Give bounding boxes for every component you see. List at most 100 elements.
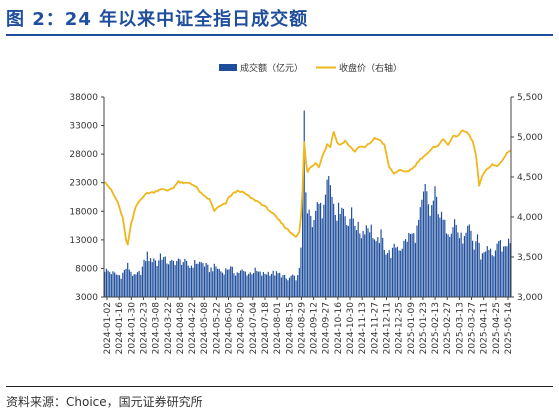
left-tick-label: 3000 <box>75 293 98 303</box>
volume-bar <box>156 266 158 297</box>
volume-bar <box>372 238 374 297</box>
volume-bar <box>315 210 317 297</box>
volume-bar <box>252 272 255 297</box>
volume-bar <box>504 246 506 297</box>
x-tick-label: 2024-09-12 <box>310 302 320 354</box>
volume-bar <box>409 234 412 297</box>
volume-bar <box>181 264 183 297</box>
volume-bar <box>148 260 150 297</box>
volume-bar <box>164 256 166 297</box>
volume-bar <box>344 216 346 297</box>
volume-bar <box>390 257 392 297</box>
volume-bar <box>202 263 204 297</box>
volume-bar <box>228 269 230 297</box>
volume-bar <box>151 262 153 297</box>
volume-bar <box>225 268 227 297</box>
volume-bar <box>352 218 354 297</box>
x-axis-ticks: 2024-01-02 2024-01-16 2024-01-30 2024-02-23… <box>103 297 514 354</box>
volume-bar <box>118 275 121 297</box>
volume-bar <box>370 224 372 297</box>
volume-bar <box>285 278 287 297</box>
volume-bar <box>432 200 434 297</box>
volume-bar <box>418 219 420 297</box>
volume-bar <box>472 240 474 297</box>
close-price-line <box>104 129 511 246</box>
volume-bar <box>280 277 282 297</box>
volume-bar <box>439 217 441 297</box>
x-tick-label: 2024-01-02 <box>103 302 113 354</box>
volume-bar <box>476 234 479 297</box>
volume-bar <box>455 224 457 297</box>
volume-bar <box>333 203 335 297</box>
left-axis-ticks: 3000 8000 13000 18000 23000 28000 33000 38000 <box>69 93 104 303</box>
x-tick-label: 2025-01-23 <box>419 302 429 354</box>
x-tick-label: 2024-04-08 <box>176 302 186 355</box>
volume-bar <box>447 234 449 297</box>
volume-bar <box>277 273 279 297</box>
x-tick-label: 2024-01-16 <box>115 302 125 355</box>
volume-bar <box>491 255 493 297</box>
volume-bar <box>452 227 454 297</box>
volume-bar <box>489 248 492 297</box>
volume-bar <box>169 260 171 297</box>
volume-bar <box>449 237 451 297</box>
volume-bar <box>257 271 260 297</box>
volume-bar <box>450 233 452 297</box>
x-tick-label: 2024-10-16 <box>334 302 344 355</box>
volume-bar <box>509 243 511 297</box>
volume-bar <box>460 232 462 297</box>
volume-bar <box>130 271 132 297</box>
volume-bar <box>414 242 416 297</box>
volume-bar <box>436 196 438 297</box>
volume-bar <box>297 275 299 297</box>
x-tick-label: 2025-04-11 <box>480 302 490 354</box>
x-tick-label: 2025-02-27 <box>443 302 453 354</box>
volume-bar <box>110 274 112 297</box>
volume-bar <box>293 275 296 297</box>
right-tick-label: 4,500 <box>517 173 543 183</box>
volume-bar <box>369 232 371 297</box>
volume-bar <box>422 191 425 297</box>
volume-bar <box>395 247 397 297</box>
volume-bar <box>354 225 356 297</box>
volume-bar <box>203 266 206 297</box>
volume-bar <box>442 219 444 297</box>
volume-bar <box>404 239 407 297</box>
volume-bar <box>154 260 157 297</box>
volume-bar <box>400 250 402 297</box>
volume-bar <box>223 274 225 297</box>
volume-bar <box>413 233 415 297</box>
volume-bar <box>269 275 271 297</box>
volume-bar <box>132 275 134 297</box>
volume-bar <box>429 215 431 297</box>
volume-bar <box>274 275 276 297</box>
volume-bar <box>328 175 330 297</box>
volume-bar <box>375 241 377 297</box>
volume-bar <box>190 265 193 297</box>
volume-bar <box>112 271 114 297</box>
x-tick-label: 2024-07-04 <box>249 302 259 355</box>
volume-bar <box>351 207 353 297</box>
left-tick-label: 8000 <box>75 264 98 274</box>
volume-bar <box>403 240 405 297</box>
volume-bar <box>233 273 235 297</box>
source-rule <box>6 386 553 387</box>
volume-bar <box>221 272 224 297</box>
volume-bar <box>109 272 111 297</box>
volume-bar <box>150 258 152 297</box>
volume-bar <box>251 274 253 297</box>
volume-bar <box>462 243 464 297</box>
x-tick-label: 2024-09-27 <box>322 302 332 354</box>
left-tick-label: 33000 <box>69 122 98 132</box>
volume-bar <box>244 271 246 297</box>
volume-bar <box>282 275 284 297</box>
legend-label-volume: 成交额（亿元） <box>240 62 303 74</box>
volume-bar <box>424 183 426 297</box>
volume-bar <box>465 232 467 297</box>
x-tick-label: 2025-01-09 <box>407 302 417 355</box>
x-tick-label: 2025-05-14 <box>504 302 514 355</box>
volume-bar <box>388 250 390 297</box>
volume-bar <box>319 202 322 297</box>
volume-bar <box>270 273 273 297</box>
volume-bar <box>264 273 266 297</box>
